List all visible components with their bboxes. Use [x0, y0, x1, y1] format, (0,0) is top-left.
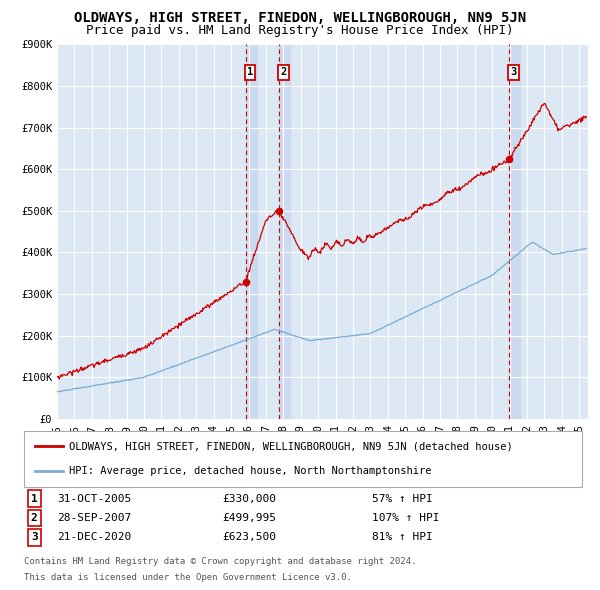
Text: 1: 1	[247, 67, 253, 77]
Text: £499,995: £499,995	[222, 513, 276, 523]
Text: 81% ↑ HPI: 81% ↑ HPI	[372, 533, 433, 542]
Text: OLDWAYS, HIGH STREET, FINEDON, WELLINGBOROUGH, NN9 5JN: OLDWAYS, HIGH STREET, FINEDON, WELLINGBO…	[74, 11, 526, 25]
Text: OLDWAYS, HIGH STREET, FINEDON, WELLINGBOROUGH, NN9 5JN (detached house): OLDWAYS, HIGH STREET, FINEDON, WELLINGBO…	[68, 441, 512, 451]
Bar	[509, 44, 520, 419]
Text: £330,000: £330,000	[222, 494, 276, 503]
Text: 107% ↑ HPI: 107% ↑ HPI	[372, 513, 439, 523]
Text: 3: 3	[31, 533, 38, 542]
Text: Contains HM Land Registry data © Crown copyright and database right 2024.: Contains HM Land Registry data © Crown c…	[24, 557, 416, 566]
Text: £623,500: £623,500	[222, 533, 276, 542]
Text: 57% ↑ HPI: 57% ↑ HPI	[372, 494, 433, 503]
Bar	[279, 44, 290, 419]
Text: 2: 2	[280, 67, 287, 77]
Text: 31-OCT-2005: 31-OCT-2005	[57, 494, 131, 503]
Text: 21-DEC-2020: 21-DEC-2020	[57, 533, 131, 542]
Text: HPI: Average price, detached house, North Northamptonshire: HPI: Average price, detached house, Nort…	[68, 466, 431, 476]
Text: 3: 3	[511, 67, 517, 77]
Text: 28-SEP-2007: 28-SEP-2007	[57, 513, 131, 523]
Text: 1: 1	[31, 494, 38, 503]
Text: This data is licensed under the Open Government Licence v3.0.: This data is licensed under the Open Gov…	[24, 572, 352, 582]
Text: 2: 2	[31, 513, 38, 523]
Text: Price paid vs. HM Land Registry's House Price Index (HPI): Price paid vs. HM Land Registry's House …	[86, 24, 514, 37]
FancyBboxPatch shape	[24, 431, 582, 487]
Bar	[245, 44, 257, 419]
